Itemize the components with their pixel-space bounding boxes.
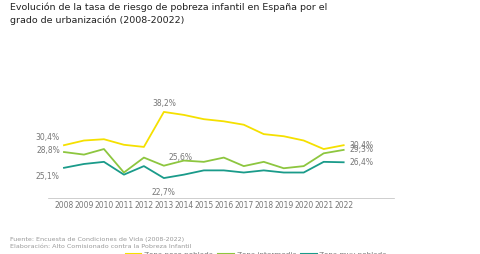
Text: 30,4%: 30,4% <box>349 141 373 150</box>
Text: 30,4%: 30,4% <box>36 133 60 142</box>
Text: 25,1%: 25,1% <box>36 172 60 181</box>
Text: 38,2%: 38,2% <box>152 99 176 108</box>
Legend: Zona poco poblada, Zona intermedia, Zona muy poblada: Zona poco poblada, Zona intermedia, Zona… <box>123 249 390 254</box>
Text: Fuente: Encuesta de Condiciones de Vida (2008-2022)
Elaboración: Alto Comisionad: Fuente: Encuesta de Condiciones de Vida … <box>10 237 191 249</box>
Text: Evolución de la tasa de riesgo de pobreza infantil en España por el
grado de urb: Evolución de la tasa de riesgo de pobrez… <box>10 3 327 25</box>
Text: 29,3%: 29,3% <box>349 145 373 154</box>
Text: 26,4%: 26,4% <box>349 158 373 167</box>
Text: 22,7%: 22,7% <box>152 188 176 197</box>
Text: 28,8%: 28,8% <box>36 146 60 155</box>
Text: 25,6%: 25,6% <box>168 152 192 162</box>
